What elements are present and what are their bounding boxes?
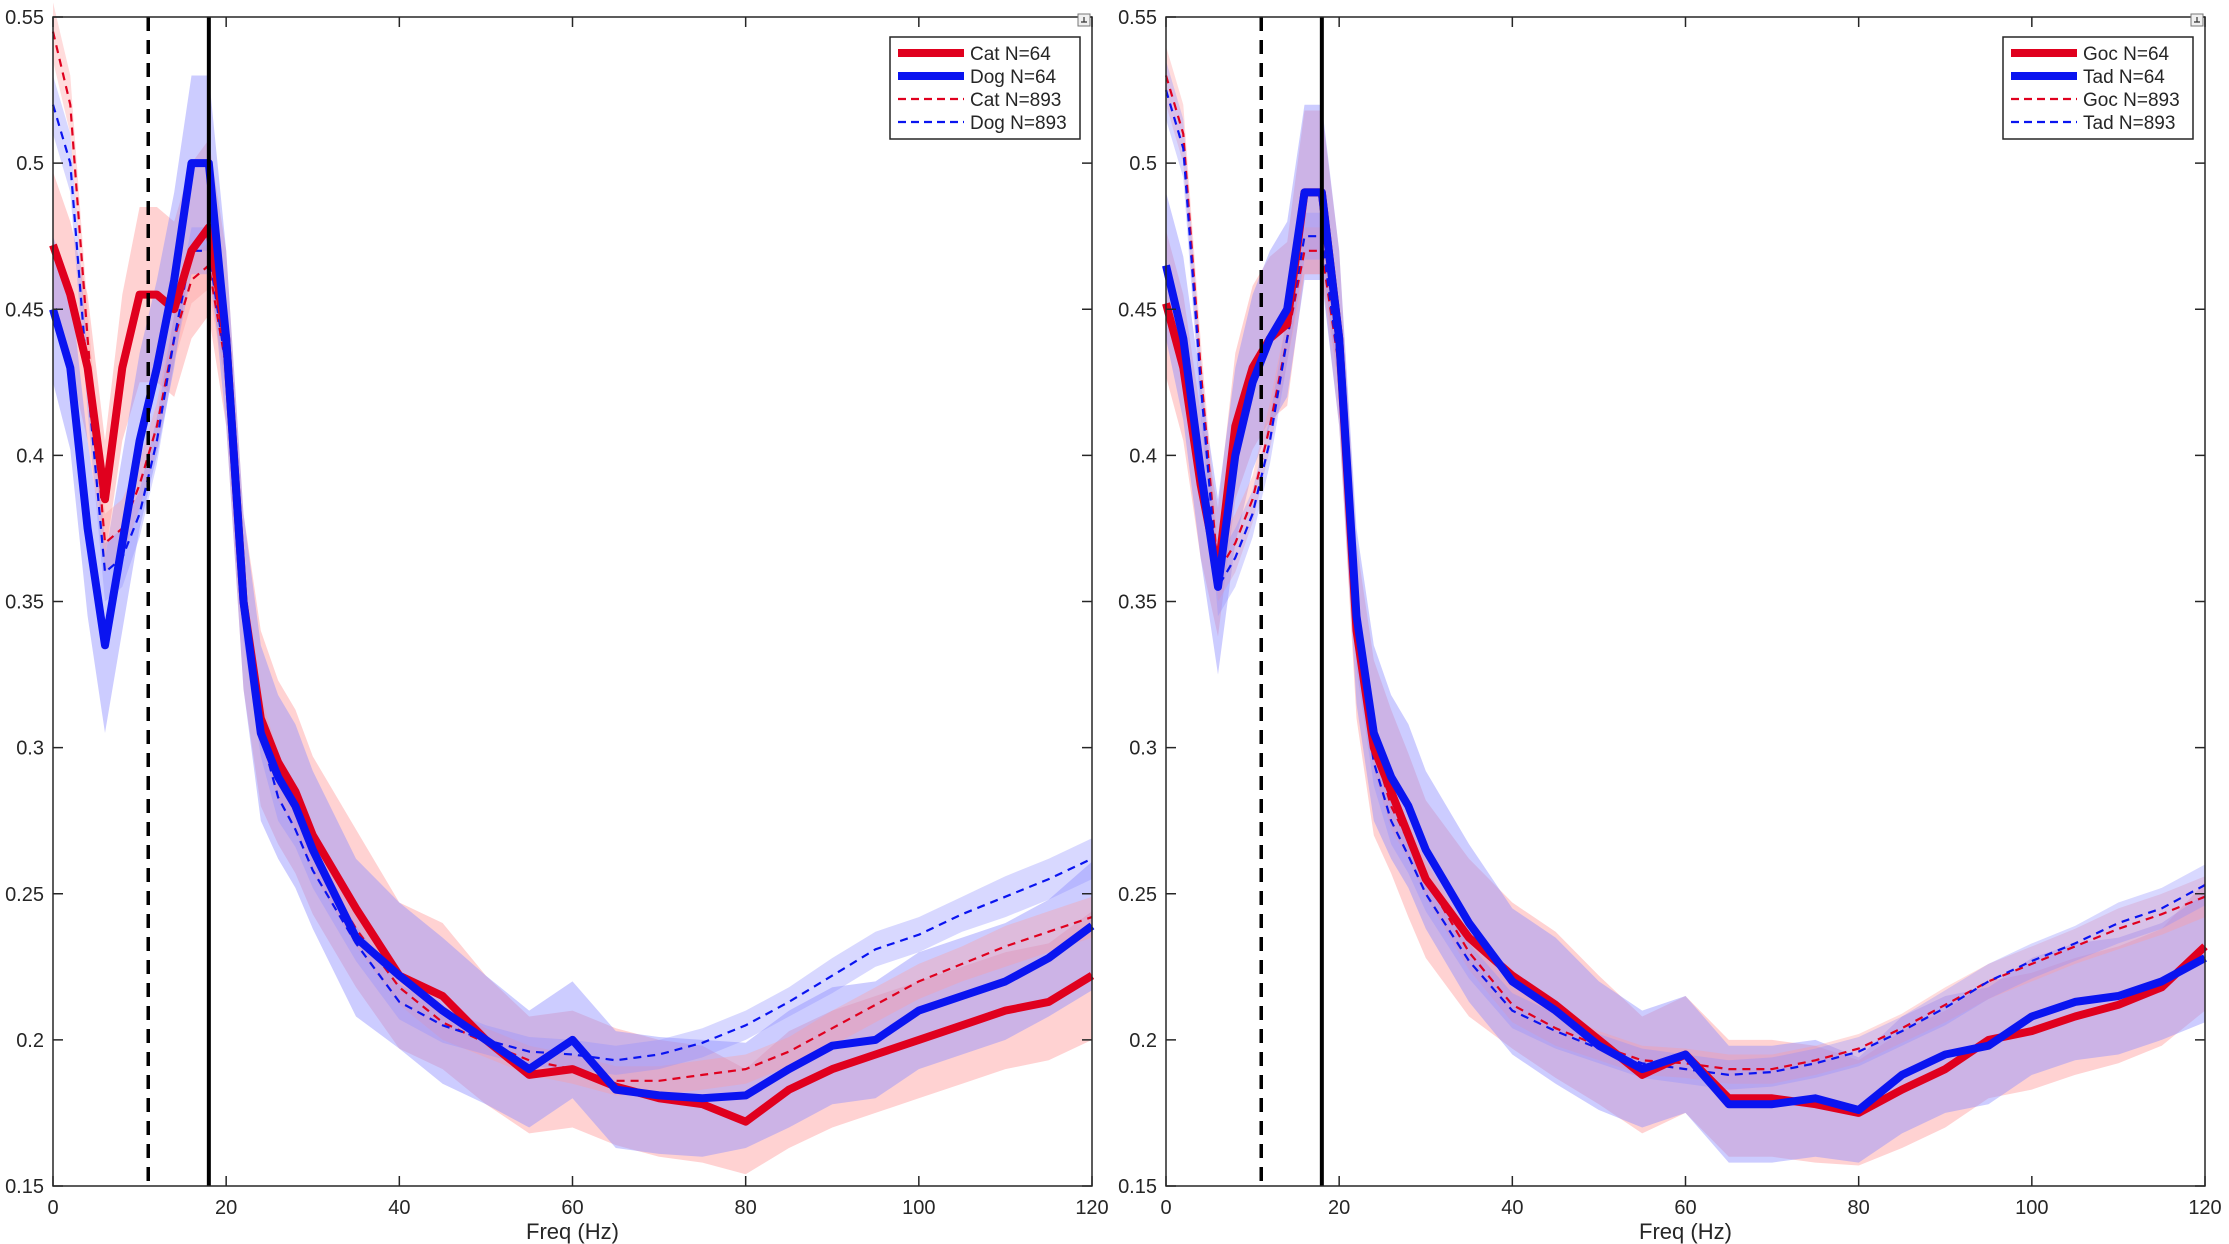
series-line-tad-n-64 <box>1162 188 2207 1114</box>
x-axis-label: Freq (Hz) <box>526 1219 619 1244</box>
y-tick-label: 0.3 <box>16 738 44 760</box>
expand-icon <box>2194 17 2200 23</box>
legend-label: Cat N=64 <box>970 44 1051 65</box>
x-tick-label: 40 <box>388 1197 410 1219</box>
y-tick-label: 0.35 <box>5 592 44 614</box>
legend-label: Dog N=64 <box>970 67 1057 88</box>
y-tick-label: 0.25 <box>5 884 44 906</box>
legend-label: Tad N=64 <box>2083 67 2165 88</box>
band-tad-n-64 <box>1166 104 2205 1163</box>
y-tick-label: 0.15 <box>5 1176 44 1198</box>
y-tick-label: 0.2 <box>16 1030 44 1052</box>
y-tick-label: 0.2 <box>1129 1030 1157 1052</box>
y-tick-label: 0.5 <box>16 153 44 175</box>
y-tick-label: 0.4 <box>1129 445 1157 467</box>
x-tick-label: 120 <box>1075 1197 1108 1219</box>
y-tick-label: 0.5 <box>1129 153 1157 175</box>
x-tick-label: 80 <box>1848 1197 1870 1219</box>
x-tick-label: 20 <box>215 1197 237 1219</box>
y-tick-label: 0.35 <box>1118 592 1157 614</box>
x-tick-label: 60 <box>1674 1197 1696 1219</box>
chart-panel-2: 0 20 40 60 80 100 120 0.15 0.2 0.25 0.3 0.35 0.4 0.45… <box>1118 7 2222 1244</box>
x-tick-label: 60 <box>561 1197 583 1219</box>
x-tick-label: 0 <box>1160 1197 1171 1219</box>
y-tick-label: 0.55 <box>5 7 44 29</box>
x-tick-label: 40 <box>1501 1197 1523 1219</box>
x-tick-label: 0 <box>47 1197 58 1219</box>
band-cat-n-64 <box>53 139 1092 1175</box>
chart-panel-1: 0 20 40 60 80 100 120 0.15 0.2 0.25 0.3 0.35 0.4 0.45… <box>5 2 1109 1244</box>
legend-label: Tad N=893 <box>2083 113 2175 134</box>
x-axis-label: Freq (Hz) <box>1639 1219 1732 1244</box>
legend-label: Goc N=64 <box>2083 44 2170 65</box>
y-tick-label: 0.3 <box>1129 738 1157 760</box>
y-tick-label: 0.45 <box>1118 299 1157 321</box>
band-goc-n-64 <box>1166 110 2205 1166</box>
x-tick-label: 20 <box>1328 1197 1350 1219</box>
y-tick-label: 0.4 <box>16 445 44 467</box>
y-tick-label: 0.55 <box>1118 7 1157 29</box>
legend-label: Dog N=893 <box>970 113 1067 134</box>
legend-label: Goc N=893 <box>2083 90 2180 111</box>
x-tick-label: 100 <box>2015 1197 2048 1219</box>
x-tick-label: 120 <box>2188 1197 2221 1219</box>
y-tick-label: 0.25 <box>1118 884 1157 906</box>
y-tick-label: 0.45 <box>5 299 44 321</box>
expand-icon <box>1081 17 1087 23</box>
series-line-dog-n-64 <box>49 159 1095 1103</box>
legend-label: Cat N=893 <box>970 90 1061 111</box>
y-tick-label: 0.15 <box>1118 1176 1157 1198</box>
band-dog-n-64 <box>53 75 1092 1157</box>
x-tick-label: 80 <box>735 1197 757 1219</box>
x-tick-label: 100 <box>902 1197 935 1219</box>
